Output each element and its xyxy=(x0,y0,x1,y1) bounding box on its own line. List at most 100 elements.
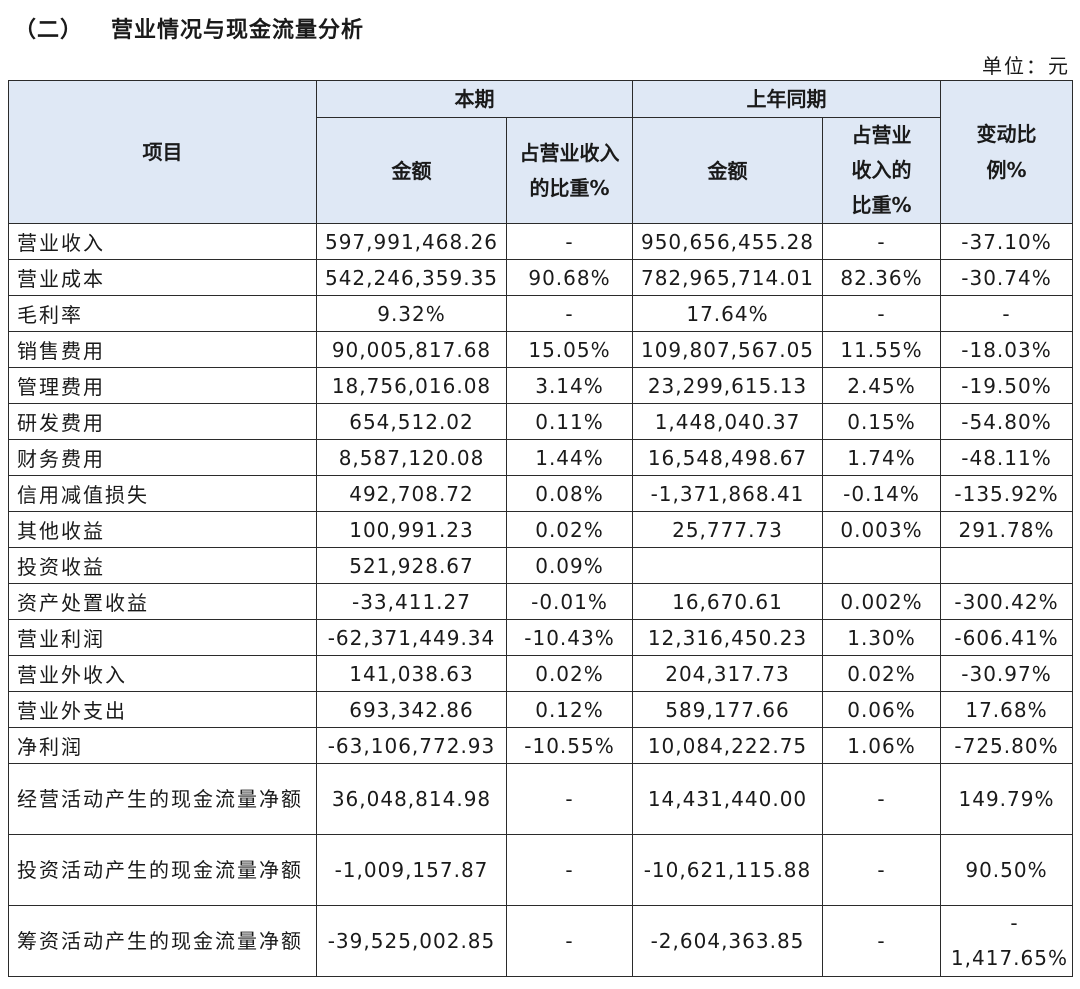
current-share: 1.44% xyxy=(506,439,633,476)
table-row: 资产处置收益 -33,411.27 -0.01% 16,670.61 0.002… xyxy=(8,583,1073,620)
row-item: 经营活动产生的现金流量净额 xyxy=(8,763,317,835)
cash-flow-row: 经营活动产生的现金流量净额 36,048,814.98 - 14,431,440… xyxy=(8,763,1073,835)
current-share: -10.55% xyxy=(506,727,633,764)
table-row: 营业收入 597,991,468.26 - 950,656,455.28 - -… xyxy=(8,223,1073,260)
current-amount: -62,371,449.34 xyxy=(316,619,507,656)
row-item: 筹资活动产生的现金流量净额 xyxy=(8,905,317,977)
prior-share: 11.55% xyxy=(822,331,941,368)
current-share: - xyxy=(506,763,633,835)
change-ratio-line1: - xyxy=(1010,911,1019,935)
current-share: - xyxy=(506,834,633,906)
prior-share: -0.14% xyxy=(822,475,941,512)
prior-share: 2.45% xyxy=(822,367,941,404)
prior-share: 82.36% xyxy=(822,259,941,296)
change-ratio: -48.11% xyxy=(940,439,1073,476)
change-ratio: -135.92% xyxy=(940,475,1073,512)
current-share: - xyxy=(506,905,633,977)
current-share: 15.05% xyxy=(506,331,633,368)
table-row: 投资收益 521,928.67 0.09% xyxy=(8,547,1073,584)
current-share: 0.08% xyxy=(506,475,633,512)
prior-amount: 17.64% xyxy=(632,295,823,332)
current-amount: -1,009,157.87 xyxy=(316,834,507,906)
financial-table: 项目 本期 上年同期 变动比例% 金额 占营业收入的比重% 金额 占营业收入的比… xyxy=(8,80,1073,977)
prior-share: - xyxy=(822,905,941,977)
current-share: -0.01% xyxy=(506,583,633,620)
change-ratio: 90.50% xyxy=(940,834,1073,906)
prior-amount: 23,299,615.13 xyxy=(632,367,823,404)
change-ratio: -37.10% xyxy=(940,223,1073,260)
current-amount: 597,991,468.26 xyxy=(316,223,507,260)
row-item: 毛利率 xyxy=(8,295,317,332)
header-change-ratio-text: 变动比例% xyxy=(976,122,1037,182)
table-row: 财务费用 8,587,120.08 1.44% 16,548,498.67 1.… xyxy=(8,439,1073,476)
prior-amount: 12,316,450.23 xyxy=(632,619,823,656)
section-number: （二） xyxy=(14,18,84,43)
header-prior-share-text: 占营业收入的比重% xyxy=(851,123,912,217)
prior-amount: 16,548,498.67 xyxy=(632,439,823,476)
current-amount: -33,411.27 xyxy=(316,583,507,620)
change-ratio: -18.03% xyxy=(940,331,1073,368)
header-current-amount: 金额 xyxy=(316,117,507,224)
cash-flow-row: 投资活动产生的现金流量净额 -1,009,157.87 - -10,621,11… xyxy=(8,834,1073,906)
current-share: - xyxy=(506,295,633,332)
table-row: 营业成本 542,246,359.35 90.68% 782,965,714.0… xyxy=(8,259,1073,296)
table-row: 管理费用 18,756,016.08 3.14% 23,299,615.13 2… xyxy=(8,367,1073,404)
table-row: 营业外收入 141,038.63 0.02% 204,317.73 0.02% … xyxy=(8,655,1073,692)
change-ratio: -54.80% xyxy=(940,403,1073,440)
table-row: 销售费用 90,005,817.68 15.05% 109,807,567.05… xyxy=(8,331,1073,368)
prior-share: - xyxy=(822,834,941,906)
current-amount: -63,106,772.93 xyxy=(316,727,507,764)
row-item: 其他收益 xyxy=(8,511,317,548)
change-ratio xyxy=(940,547,1073,584)
table-body: 营业收入 597,991,468.26 - 950,656,455.28 - -… xyxy=(8,223,1073,977)
prior-amount xyxy=(632,547,823,584)
prior-share xyxy=(822,547,941,584)
prior-share: 1.30% xyxy=(822,619,941,656)
prior-amount: 10,084,222.75 xyxy=(632,727,823,764)
current-amount: 693,342.86 xyxy=(316,691,507,728)
row-item: 净利润 xyxy=(8,727,317,764)
change-ratio: 149.79% xyxy=(940,763,1073,835)
change-ratio: -300.42% xyxy=(940,583,1073,620)
current-amount: -39,525,002.85 xyxy=(316,905,507,977)
table-row: 营业外支出 693,342.86 0.12% 589,177.66 0.06% … xyxy=(8,691,1073,728)
section-heading: 营业情况与现金流量分析 xyxy=(111,18,365,43)
change-ratio: -606.41% xyxy=(940,619,1073,656)
current-amount: 542,246,359.35 xyxy=(316,259,507,296)
prior-amount: 589,177.66 xyxy=(632,691,823,728)
row-item: 营业收入 xyxy=(8,223,317,260)
row-item: 财务费用 xyxy=(8,439,317,476)
table-row: 其他收益 100,991.23 0.02% 25,777.73 0.003% 2… xyxy=(8,511,1073,548)
current-share: - xyxy=(506,223,633,260)
prior-amount: 204,317.73 xyxy=(632,655,823,692)
current-share: 0.09% xyxy=(506,547,633,584)
header-prior-period: 上年同期 xyxy=(632,80,941,118)
change-ratio: 291.78% xyxy=(940,511,1073,548)
row-item: 营业利润 xyxy=(8,619,317,656)
row-item: 研发费用 xyxy=(8,403,317,440)
cash-flow-row: 筹资活动产生的现金流量净额 -39,525,002.85 - -2,604,36… xyxy=(8,905,1073,977)
current-amount: 90,005,817.68 xyxy=(316,331,507,368)
change-ratio-line2: 1,417.65% xyxy=(950,946,1068,970)
prior-amount: -10,621,115.88 xyxy=(632,834,823,906)
current-amount: 36,048,814.98 xyxy=(316,763,507,835)
change-ratio: -30.74% xyxy=(940,259,1073,296)
current-share: 3.14% xyxy=(506,367,633,404)
prior-amount: -1,371,868.41 xyxy=(632,475,823,512)
current-amount: 100,991.23 xyxy=(316,511,507,548)
table-header: 项目 本期 上年同期 变动比例% 金额 占营业收入的比重% 金额 占营业收入的比… xyxy=(8,80,1073,224)
current-share: 0.11% xyxy=(506,403,633,440)
header-item: 项目 xyxy=(8,80,317,224)
row-item: 销售费用 xyxy=(8,331,317,368)
prior-share: 0.003% xyxy=(822,511,941,548)
row-item: 投资收益 xyxy=(8,547,317,584)
header-current-period: 本期 xyxy=(316,80,633,118)
current-amount: 9.32% xyxy=(316,295,507,332)
header-change-ratio: 变动比例% xyxy=(940,80,1073,224)
prior-share: 0.02% xyxy=(822,655,941,692)
change-ratio: - xyxy=(940,295,1073,332)
table-row: 净利润 -63,106,772.93 -10.55% 10,084,222.75… xyxy=(8,727,1073,764)
prior-share: - xyxy=(822,295,941,332)
header-current-share-text: 占营业收入的比重% xyxy=(519,140,620,200)
table-row: 毛利率 9.32% - 17.64% - - xyxy=(8,295,1073,332)
